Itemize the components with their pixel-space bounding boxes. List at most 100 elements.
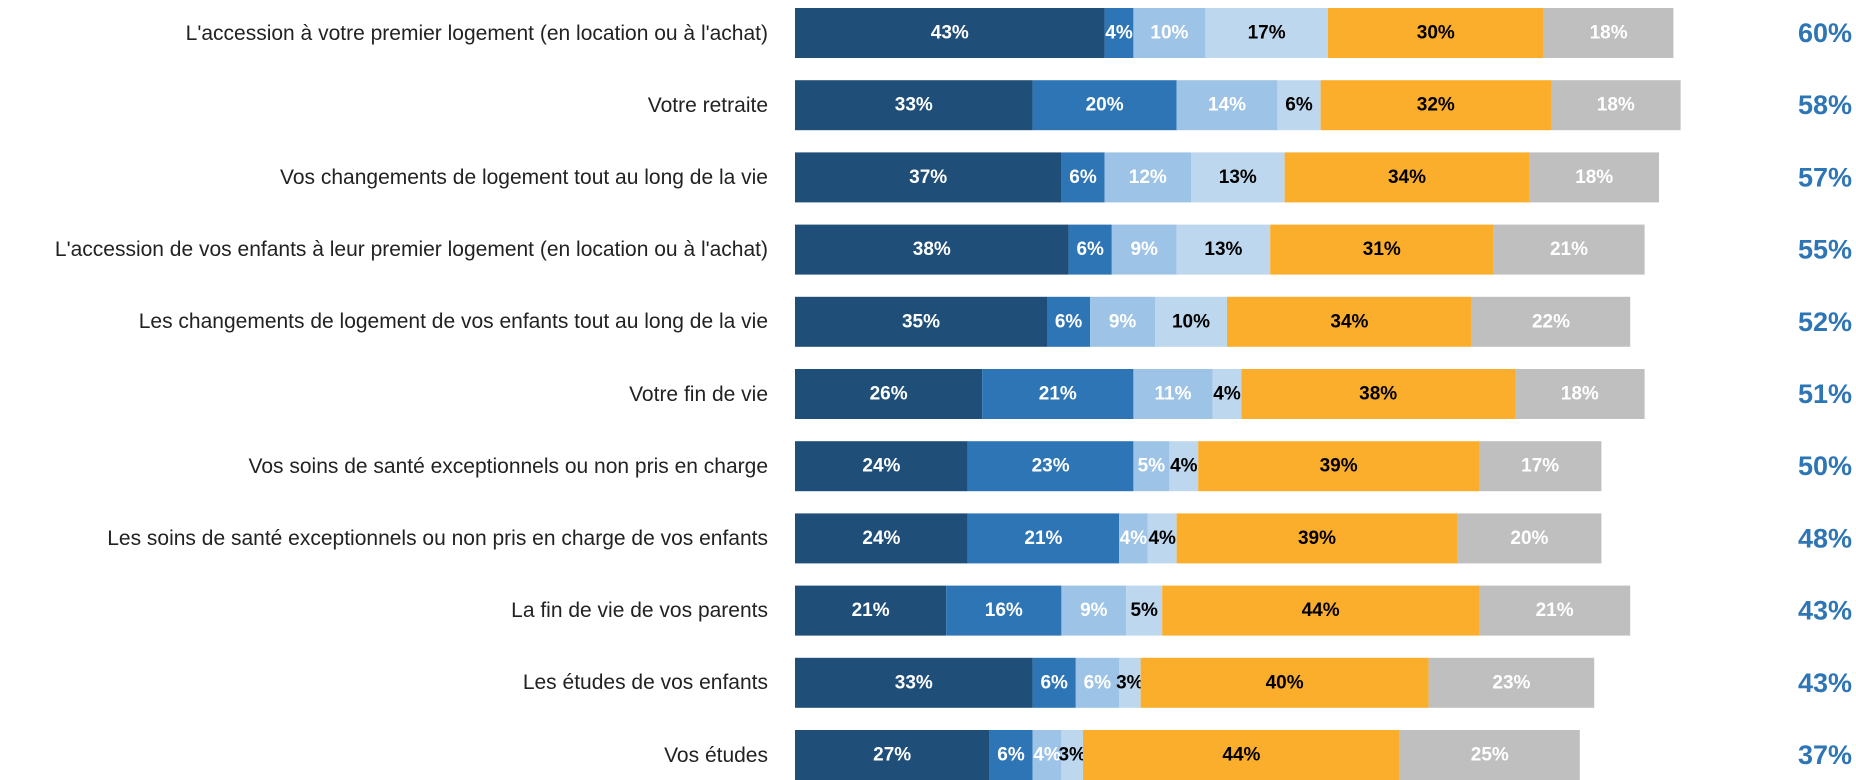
- bar-segment: [1227, 296, 1472, 347]
- bar-segment: [795, 441, 968, 492]
- total-label: 51%: [1798, 379, 1852, 409]
- data-label: 9%: [1109, 311, 1137, 332]
- data-label: 18%: [1575, 167, 1613, 188]
- data-label: 6%: [997, 745, 1025, 766]
- bar-segment: [1061, 730, 1083, 780]
- bar-segment: [1104, 152, 1191, 203]
- total-label: 58%: [1798, 90, 1852, 120]
- data-label: 6%: [1069, 167, 1097, 188]
- data-label: 33%: [895, 95, 933, 116]
- data-label: 6%: [1084, 672, 1112, 693]
- total-label: 52%: [1798, 307, 1852, 337]
- data-label: 16%: [985, 600, 1023, 621]
- bar-segment: [989, 730, 1033, 780]
- data-label: 4%: [1213, 384, 1241, 405]
- data-label: 10%: [1172, 311, 1210, 332]
- bar-segment: [795, 296, 1047, 347]
- data-label: 26%: [870, 384, 908, 405]
- data-label: 24%: [862, 456, 900, 477]
- data-label: 21%: [1024, 528, 1062, 549]
- bar-segment: [795, 8, 1105, 58]
- data-label: 33%: [895, 672, 933, 693]
- data-label: 21%: [1550, 239, 1588, 260]
- data-label: 3%: [1116, 672, 1144, 693]
- bar-segment: [1047, 296, 1091, 347]
- bar-segment: [1327, 8, 1544, 58]
- bar-segment: [1205, 8, 1328, 58]
- bar-segment: [1155, 296, 1227, 347]
- bar-segment: [1176, 80, 1278, 131]
- data-label: 5%: [1130, 600, 1158, 621]
- bar-segment: [1133, 369, 1213, 419]
- bar-segment: [1090, 296, 1155, 347]
- data-label: 34%: [1330, 311, 1368, 332]
- data-label: 25%: [1471, 745, 1509, 766]
- category-label: La fin de vie de vos parents: [511, 599, 768, 623]
- data-label: 21%: [1039, 384, 1077, 405]
- category-label: L'accession de vos enfants à leur premie…: [54, 238, 768, 262]
- data-label: 11%: [1155, 384, 1192, 405]
- bar-segment: [795, 152, 1062, 203]
- data-label: 21%: [852, 600, 890, 621]
- bar-segment: [1083, 730, 1400, 780]
- data-label: 10%: [1150, 23, 1188, 44]
- data-label: 38%: [1359, 384, 1397, 405]
- data-label: 6%: [1040, 672, 1068, 693]
- bar-segment: [1061, 152, 1105, 203]
- bar-segment: [1479, 585, 1631, 636]
- bar-segment: [982, 369, 1134, 419]
- bar-segment: [1032, 657, 1076, 708]
- category-label: Votre retraite: [647, 93, 768, 117]
- bar-segment: [1198, 441, 1479, 492]
- bar-segment: [1147, 513, 1177, 564]
- data-label: 23%: [1492, 672, 1530, 693]
- bar-segment: [795, 80, 1033, 131]
- total-label: 43%: [1798, 596, 1852, 626]
- data-label: 21%: [1536, 600, 1574, 621]
- total-label: 57%: [1798, 162, 1852, 192]
- data-label: 17%: [1521, 456, 1559, 477]
- bar-segment: [1551, 80, 1681, 131]
- data-label: 22%: [1532, 311, 1570, 332]
- category-label: Vos soins de santé exceptionnels ou non …: [248, 454, 768, 478]
- data-label: 18%: [1590, 23, 1628, 44]
- total-label: 43%: [1798, 668, 1852, 698]
- data-label: 39%: [1298, 528, 1336, 549]
- bar-segment: [795, 585, 947, 636]
- bar-segment: [1111, 224, 1177, 275]
- bar-segment: [1277, 80, 1321, 131]
- data-label: 39%: [1320, 456, 1358, 477]
- bar-segment: [1284, 152, 1530, 203]
- data-label: 37%: [909, 167, 947, 188]
- bar-segment: [967, 513, 1119, 564]
- data-label: 13%: [1219, 167, 1257, 188]
- data-label: 6%: [1076, 239, 1104, 260]
- data-label: 23%: [1032, 456, 1070, 477]
- bar-segment: [1241, 369, 1515, 419]
- total-label: 60%: [1798, 18, 1852, 48]
- data-label: 38%: [913, 239, 951, 260]
- data-label: 4%: [1033, 745, 1061, 766]
- bar-segment: [1176, 513, 1458, 564]
- data-label: 13%: [1204, 239, 1242, 260]
- bar-segment: [1399, 730, 1580, 780]
- bar-segment: [1140, 657, 1429, 708]
- bar-segment: [1061, 585, 1127, 636]
- bar-segment: [1162, 585, 1479, 636]
- data-label: 3%: [1058, 745, 1086, 766]
- data-label: 32%: [1417, 95, 1455, 116]
- bar-segment: [1104, 8, 1134, 58]
- category-label: L'accession à votre premier logement (en…: [185, 21, 768, 45]
- bar-segment: [1133, 8, 1206, 58]
- data-label: 44%: [1222, 745, 1260, 766]
- category-label: Les études de vos enfants: [522, 671, 768, 695]
- total-label: 48%: [1798, 523, 1852, 553]
- bar-segment: [1032, 730, 1062, 780]
- bar-segment: [1212, 369, 1242, 419]
- data-label: 4%: [1170, 456, 1198, 477]
- bar-segment: [1428, 657, 1595, 708]
- bar-segment: [1457, 513, 1602, 564]
- bar-segment: [795, 224, 1069, 275]
